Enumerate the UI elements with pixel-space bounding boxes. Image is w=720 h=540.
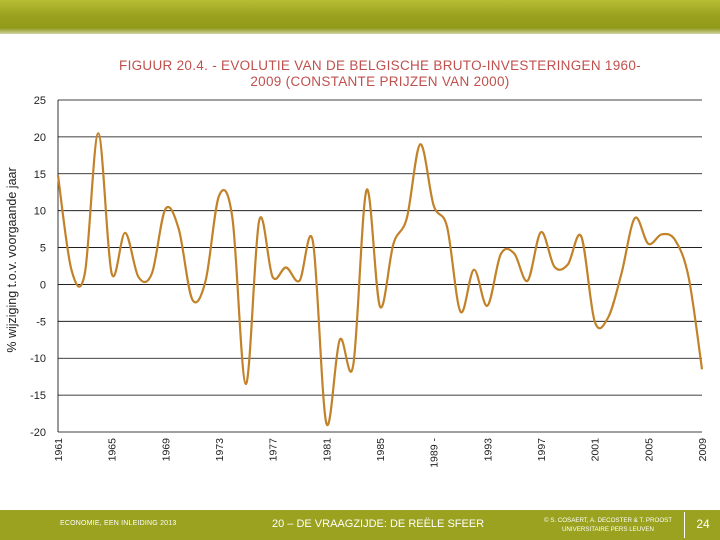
x-tick-label: 1985	[375, 438, 387, 462]
footer-publisher: UNIVERSITAIRE PERS LEUVEN	[561, 526, 655, 533]
x-tick-label: 1997	[536, 438, 548, 462]
y-tick-label: -20	[30, 427, 46, 439]
y-tick-labels: 25 20 15 10 5 0 -5 -10 -15 -20	[30, 95, 46, 439]
y-tick-label: -15	[30, 390, 46, 402]
x-tick-label: 1993	[482, 438, 494, 462]
y-tick-label: -5	[36, 316, 46, 328]
y-tick-label: 15	[34, 169, 46, 181]
footer-copyright: © S. COSAERT, A. DECOSTER & T. PROOST UN…	[538, 516, 678, 534]
x-tick-label: 1981	[321, 438, 333, 462]
y-tick-label: 10	[34, 206, 46, 218]
x-tick-label: 2009	[697, 438, 709, 462]
x-tick-label: 2005	[643, 438, 655, 462]
header-bar	[0, 0, 720, 34]
chart-title-line-1: FIGUUR 20.4. - EVOLUTIE VAN DE BELGISCHE…	[119, 58, 641, 73]
y-tick-label: -10	[30, 353, 46, 365]
x-tick-label: 1973	[214, 438, 226, 462]
footer-divider	[684, 512, 685, 538]
x-tick-label: 1965	[107, 438, 119, 462]
y-tick-label: 5	[40, 243, 46, 255]
x-tick-label: 1977	[268, 438, 280, 462]
y-tick-label: 0	[40, 279, 46, 291]
page-number: 24	[696, 517, 710, 531]
footer-authors: © S. COSAERT, A. DECOSTER & T. PROOST	[543, 517, 673, 524]
footer-book-title: ECONOMIE, EEN INLEIDING 2013	[60, 520, 177, 527]
chart-title-line-2: 2009 (CONSTANTE PRIJZEN VAN 2000)	[250, 74, 510, 89]
x-tick-label: 1969	[160, 438, 172, 462]
x-tick-label: 2001	[590, 438, 602, 462]
footer-bar: ECONOMIE, EEN INLEIDING 2013 20 – DE VRA…	[0, 510, 720, 540]
y-tick-label: 25	[34, 95, 46, 107]
x-tick-label: 1989 -	[429, 438, 441, 468]
gridlines	[58, 99, 702, 396]
chart-title: FIGUUR 20.4. - EVOLUTIE VAN DE BELGISCHE…	[60, 58, 700, 90]
y-tick-label: 20	[34, 132, 46, 144]
x-tick-label: 1961	[53, 438, 65, 462]
series-group	[56, 132, 704, 427]
x-tick-labels: 1961 1965 1969 1973 1977 1981 1985 1989 - 1993 19…	[53, 438, 709, 468]
series-line-investeringen	[56, 132, 704, 427]
footer-chapter-title: 20 – DE VRAAGZIJDE: DE REËLE SFEER	[272, 518, 485, 530]
axes	[57, 100, 702, 433]
